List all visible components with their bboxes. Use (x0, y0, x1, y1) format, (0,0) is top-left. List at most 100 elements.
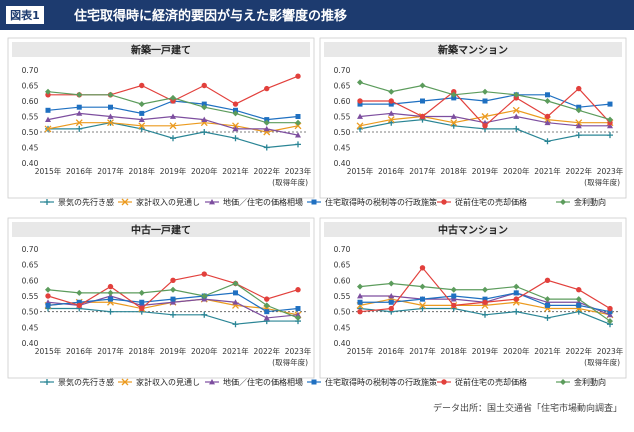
marker (76, 302, 82, 309)
marker (513, 125, 520, 132)
marker (482, 98, 488, 104)
marker (138, 101, 145, 108)
x-tick-label: 2019年 (472, 166, 499, 176)
marker (170, 296, 176, 302)
marker (263, 144, 270, 151)
x-tick-label: 2023年 (597, 166, 624, 176)
marker (560, 199, 566, 205)
marker (201, 104, 208, 111)
marker (357, 101, 363, 107)
x-tick-label: 2015年 (35, 346, 62, 356)
marker (482, 296, 488, 302)
marker (232, 135, 239, 142)
marker (76, 110, 83, 116)
marker (450, 286, 457, 293)
marker (544, 296, 551, 303)
marker (388, 88, 395, 95)
marker (44, 379, 50, 385)
marker (482, 123, 488, 129)
x-tick-label: 2018年 (440, 346, 467, 356)
marker (419, 305, 426, 312)
marker (107, 289, 114, 296)
marker (295, 141, 301, 148)
marker (264, 85, 270, 92)
marker (607, 132, 613, 139)
marker (575, 122, 582, 129)
panel-title-bar (324, 42, 622, 57)
marker (576, 287, 582, 293)
marker (263, 119, 270, 126)
legend-label: 金利動向 (574, 377, 606, 387)
marker (264, 309, 270, 315)
marker (607, 120, 613, 126)
marker (294, 122, 302, 130)
marker (357, 299, 363, 305)
y-tick-label: 0.60 (22, 276, 39, 285)
marker (263, 125, 270, 132)
x-tick-label: 2021年 (222, 166, 249, 176)
x-tick-label: 2019年 (160, 346, 187, 356)
marker (607, 101, 613, 107)
marker (138, 125, 145, 132)
header-title: 住宅取得時に経済的要因が与えた影響度の推移 (74, 8, 347, 24)
panel-title-bar (12, 42, 310, 57)
header-bar (0, 0, 634, 30)
marker (388, 110, 395, 116)
y-tick-label: 0.50 (334, 128, 351, 137)
marker (76, 104, 82, 110)
marker (512, 106, 520, 114)
marker (138, 116, 145, 122)
legend-label: 景気の先行き感 (58, 197, 114, 207)
marker (388, 280, 395, 287)
x-tick-label: 2020年 (503, 166, 530, 176)
y-tick-label: 0.65 (22, 82, 39, 91)
marker (76, 91, 83, 98)
marker (75, 119, 83, 127)
marker (264, 296, 270, 302)
marker (45, 92, 51, 98)
marker (357, 79, 363, 86)
marker (357, 113, 363, 119)
marker (451, 293, 457, 299)
marker (107, 91, 114, 98)
marker (513, 95, 519, 101)
header-label: 図表1 (10, 8, 40, 22)
marker (419, 265, 426, 271)
marker (263, 314, 270, 321)
marker (45, 302, 51, 308)
marker (419, 82, 426, 89)
marker (607, 318, 613, 325)
y-tick-label: 0.40 (22, 339, 39, 348)
marker (295, 132, 301, 138)
marker (607, 122, 613, 129)
marker (357, 308, 363, 315)
marker (201, 101, 207, 107)
marker (388, 305, 394, 312)
marker (388, 293, 395, 299)
marker (170, 135, 176, 142)
marker (108, 104, 113, 110)
marker (544, 138, 551, 145)
y-tick-label: 0.50 (22, 128, 39, 137)
x-tick-label: 2016年 (378, 166, 405, 176)
marker (481, 113, 489, 120)
x-tick-label: 2017年 (97, 166, 124, 176)
x-tick-label: 2018年 (440, 166, 467, 176)
marker (139, 299, 145, 305)
x-tick-label: 2017年 (97, 346, 124, 356)
x-tick-label: 2020年 (191, 346, 218, 356)
marker (575, 119, 583, 127)
marker (357, 98, 363, 104)
x-tick-label: 2017年 (409, 346, 436, 356)
marker (76, 289, 83, 296)
legend-label: 地価／住宅の価格相場 (223, 197, 303, 207)
marker (388, 299, 394, 305)
y-tick-label: 0.60 (22, 97, 39, 106)
marker (388, 119, 395, 126)
panel-title: 新築マンション (438, 44, 508, 57)
marker (295, 306, 301, 312)
marker (560, 379, 566, 385)
marker (545, 302, 550, 308)
